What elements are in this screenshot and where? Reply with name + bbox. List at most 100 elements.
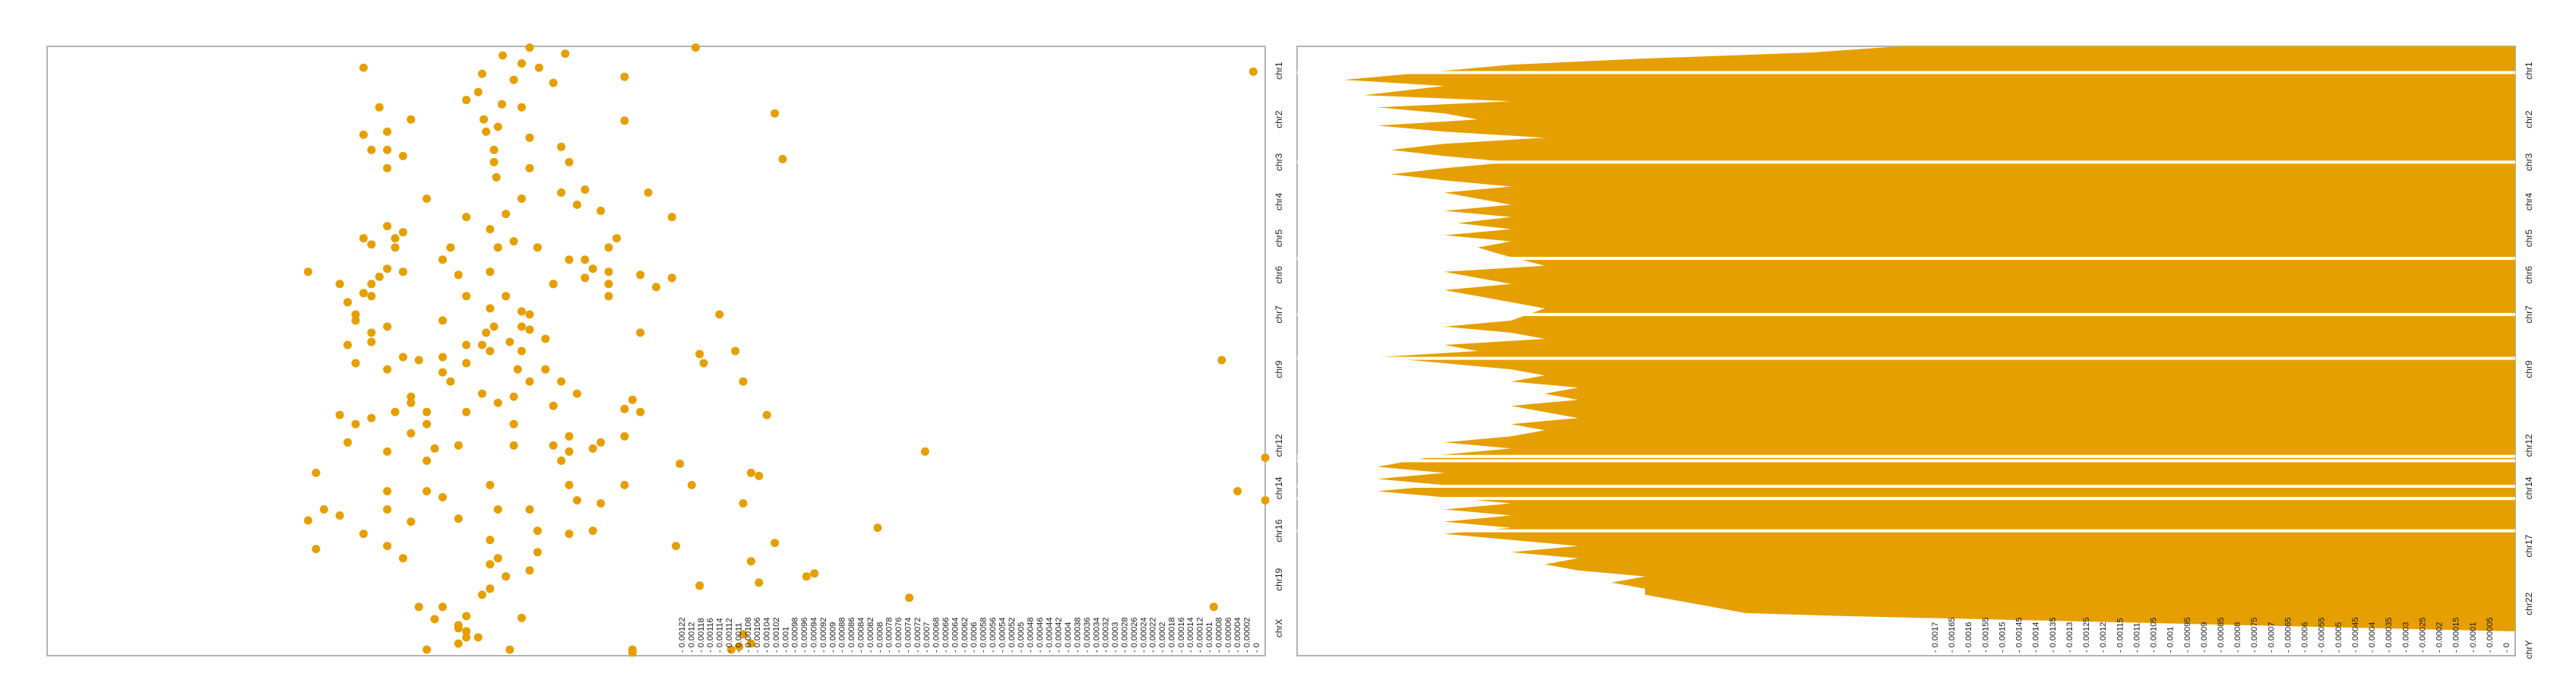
data-point [422,487,432,495]
data-point [351,310,360,319]
y-tick-label: chr1 [2524,62,2534,80]
data-point [920,447,929,456]
x-tick: - 0.0004 [2368,622,2377,653]
data-point [498,51,508,60]
data-point [367,337,376,346]
data-point [604,292,613,301]
x-tick: - 0.0016 [1964,622,1973,653]
data-point [438,493,447,501]
scatter-panel: - 0.00122- 0.0012- 0.00118- 0.00116- 0.0… [46,43,1284,657]
x-tick-label: - 0.00102 [772,618,781,653]
x-tick: - 0.0012 [2099,622,2108,653]
x-tick-label: - 0.0011 [2132,622,2141,653]
data-point [493,554,502,563]
x-tick-label: - 0.00008 [1214,618,1223,653]
y-tick-label: chr9 [2524,360,2534,378]
x-tick-label: - 0.00036 [1083,618,1092,653]
x-tick: - 0.0002 [2435,622,2445,653]
data-point [581,274,590,283]
data-point [557,142,566,151]
data-point [534,63,543,72]
data-point [319,505,328,514]
data-point [446,243,455,252]
data-point [557,377,566,386]
data-point [407,398,416,407]
x-tick-label: - 0.00048 [1027,618,1036,653]
x-tick-label: - 0.0016 [1964,622,1973,653]
data-point [398,228,407,237]
x-tick-label: - 0.00068 [932,618,941,653]
data-point [493,122,502,131]
x-tick: - 0.00094 [810,618,819,653]
data-point [509,441,518,450]
x-tick-label: - 0 [1252,643,1261,653]
data-point [620,72,629,81]
data-point [667,213,676,222]
data-point [565,530,574,539]
data-point [375,272,384,281]
data-point [549,78,558,87]
data-point [762,410,771,419]
data-point [505,645,514,654]
x-tick: - 0.0003 [1111,622,1120,653]
data-point [517,613,526,622]
x-tick: - 0.0015 [1998,622,2008,653]
data-point [517,322,526,331]
data-point [462,633,471,642]
x-tick: - 0.00046 [1036,618,1045,653]
data-point [493,505,502,514]
x-tick: - 0.00032 [1102,618,1111,653]
x-tick: - 0.0005 [1017,622,1026,653]
data-point [652,283,660,292]
x-tick-label: - 0.0007 [2267,622,2276,653]
x-tick-label: - 0.00105 [2150,618,2159,653]
x-tick: - 0.00034 [1092,618,1101,653]
y-tick-label: chr17 [2524,534,2534,557]
data-point [1261,453,1270,462]
data-point [486,304,495,313]
x-tick-label: - 0.00084 [857,618,866,653]
data-point [597,207,606,215]
x-tick-label: - 0.00118 [697,618,706,653]
x-tick-label: - 0.00085 [2217,618,2226,653]
x-tick: - 0.00072 [913,618,922,653]
x-tick: - 0.00022 [1149,618,1158,653]
data-point [383,163,392,172]
data-point [572,496,581,504]
area-gap [1297,160,2515,164]
x-tick-label: - 0.00116 [706,618,715,653]
data-point [489,145,498,154]
x-tick-label: - 0.0006 [2301,622,2310,653]
x-tick-label: - 0.00165 [1948,618,1957,653]
x-tick: - 0.00118 [697,618,706,653]
data-point [359,63,368,72]
data-point [454,624,463,633]
y-axis-tick: chr3 [1274,153,1284,171]
data-point [1261,496,1270,504]
data-point [525,43,534,52]
data-point [525,505,534,514]
data-point [359,130,368,139]
y-axis-tick: chr1 [2524,62,2534,80]
x-tick-label: - 0.00035 [2385,618,2394,653]
data-point [383,145,392,154]
x-tick: - 0.00066 [941,618,951,653]
x-tick: - 0.00108 [744,618,753,653]
data-point [407,115,416,124]
data-point [422,419,432,429]
data-point [597,499,606,508]
y-tick-label: chr6 [2524,266,2534,284]
data-point [398,353,407,362]
x-tick: - 0.001 [2166,627,2176,653]
y-axis-tick: chr12 [2524,434,2534,457]
data-point [525,325,534,334]
data-point [636,270,645,280]
data-point [1248,67,1258,76]
data-point [533,243,542,252]
x-tick: - 0.0005 [2334,622,2343,653]
x-tick-label: - 0.00066 [941,618,951,653]
data-point [454,270,463,280]
data-point [691,43,700,52]
x-tick: - 0.00018 [1168,618,1177,653]
